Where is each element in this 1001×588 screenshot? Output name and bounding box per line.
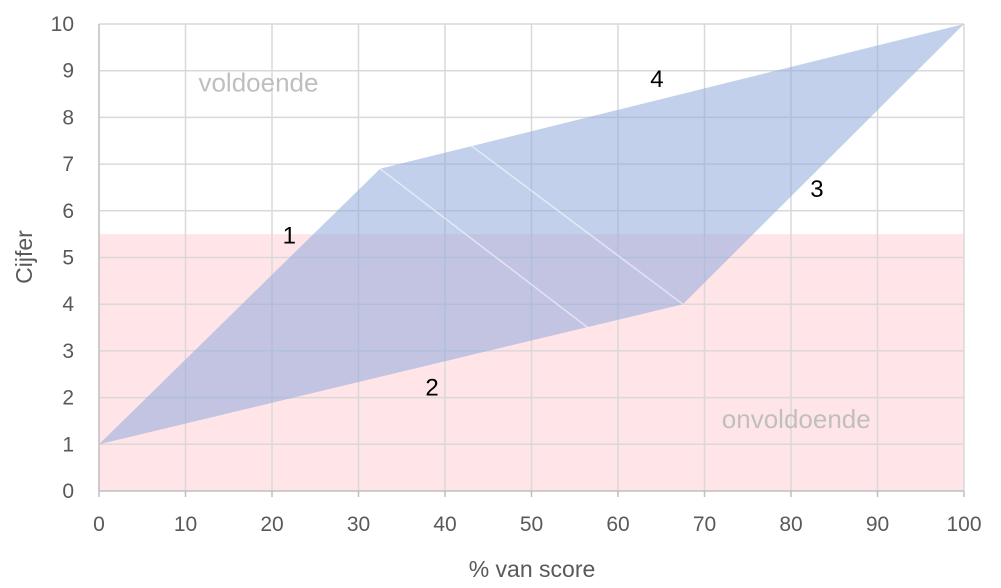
x-axis-title: % van score [469, 556, 596, 582]
y-tick-label: 1 [62, 433, 74, 456]
label-layer: voldoende onvoldoende 1 2 3 4 [198, 66, 870, 434]
x-tick-label: 70 [693, 513, 716, 536]
zone-label: voldoende [198, 68, 318, 98]
edge-label: 1 [283, 222, 296, 249]
y-tick-label: 4 [62, 293, 74, 316]
x-tick-label: 40 [433, 513, 456, 536]
region-layer [99, 24, 964, 445]
score-region [99, 24, 964, 445]
y-tick-label: 8 [62, 106, 74, 129]
y-tick-label: 0 [62, 480, 74, 503]
edge-label: 2 [425, 374, 438, 401]
x-tick-label: 50 [520, 513, 543, 536]
edge-label: 4 [650, 66, 663, 93]
x-tick-label: 10 [174, 513, 197, 536]
x-tick-label: 60 [606, 513, 629, 536]
x-tick-label: 20 [260, 513, 283, 536]
y-tick-label: 5 [62, 247, 74, 270]
x-tick-label: 30 [347, 513, 370, 536]
edge-label: 3 [810, 176, 823, 203]
y-tick-label: 7 [62, 153, 74, 176]
y-tick-label: 3 [62, 340, 74, 363]
region-inner-line [379, 168, 589, 329]
y-tick-label: 10 [51, 13, 74, 36]
y-tick-label: 6 [62, 200, 74, 223]
y-tick-label: 9 [62, 60, 74, 83]
y-axis-title: Cijfer [11, 230, 37, 284]
region-inner-line [470, 144, 684, 305]
zone-label: onvoldoende [722, 404, 871, 434]
x-tick-label: 0 [93, 513, 105, 536]
x-tick-label: 80 [779, 513, 802, 536]
axis-layer: 0 10 20 30 40 50 60 70 80 90 100 0 1 2 3 4 5 6 7 8 9 10 [51, 13, 982, 536]
x-tick-label: 90 [866, 513, 889, 536]
y-tick-label: 2 [62, 387, 74, 410]
x-tick-label: 100 [946, 513, 981, 536]
